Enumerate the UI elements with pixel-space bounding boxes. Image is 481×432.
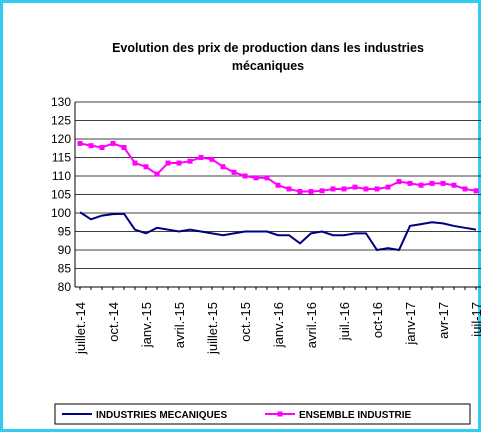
y-tick-label: 105 [51,188,71,202]
x-tick-label: juil-17 [469,302,481,338]
series-line [79,211,477,252]
point [473,188,479,194]
point [88,143,94,149]
point [154,171,160,177]
point [99,145,105,151]
y-tick-label: 80 [58,280,72,294]
point [451,182,457,188]
point [242,173,248,179]
point [374,186,380,192]
x-tick-label: juillet.-15 [205,302,220,355]
point [275,182,281,188]
legend-label: INDUSTRIES MECANIQUES [96,410,227,421]
y-tick-label: 90 [58,243,72,257]
y-tick-label: 125 [51,114,71,128]
point [396,179,402,185]
point [363,186,369,192]
point [121,145,127,151]
y-tick-label: 115 [52,151,71,165]
point [176,160,182,166]
point [440,180,446,186]
point [297,189,303,195]
x-tick-label: avril.-16 [304,302,319,348]
x-tick-label: janv.-16 [271,302,286,348]
legend-label: ENSEMBLE INDUSTRIE [299,410,412,421]
x-tick-label: janv-17 [403,302,418,346]
y-tick-label: 130 [51,95,71,109]
point [187,158,193,164]
chart-title: Evolution des prix de production dans le… [112,41,424,73]
point [253,175,259,181]
x-tick-label: juil.-16 [337,302,352,341]
point [143,164,149,170]
x-tick-label: oct.-14 [106,302,121,342]
x-tick-label: janv.-15 [139,302,154,348]
point [418,182,424,188]
point [209,156,215,162]
legend-box [54,403,471,425]
y-tick-label: 85 [58,262,72,276]
point [165,160,171,166]
point [429,180,435,186]
point [286,186,292,192]
x-tick-label: avr-17 [436,302,451,339]
point [462,186,468,192]
point [220,164,226,170]
point [352,184,358,190]
point [319,188,325,194]
point [385,184,391,190]
legend-marker [277,411,283,417]
point [264,175,270,181]
y-tick-label: 95 [58,225,72,239]
y-tick-label: 120 [51,132,71,146]
point [198,155,204,160]
x-tick-label: oct.-15 [238,302,253,342]
y-tick-label: 100 [51,206,71,220]
point [231,169,237,175]
point [110,140,116,146]
x-tick-label: juillet.-14 [73,302,88,355]
x-tick-label: oct-16 [370,302,385,338]
x-tick-label: avril.-15 [172,302,187,348]
point [308,189,314,195]
y-tick-label: 110 [52,169,71,183]
point [77,140,83,146]
point [132,160,138,166]
point [341,186,347,192]
point [330,186,336,192]
point [407,180,413,186]
